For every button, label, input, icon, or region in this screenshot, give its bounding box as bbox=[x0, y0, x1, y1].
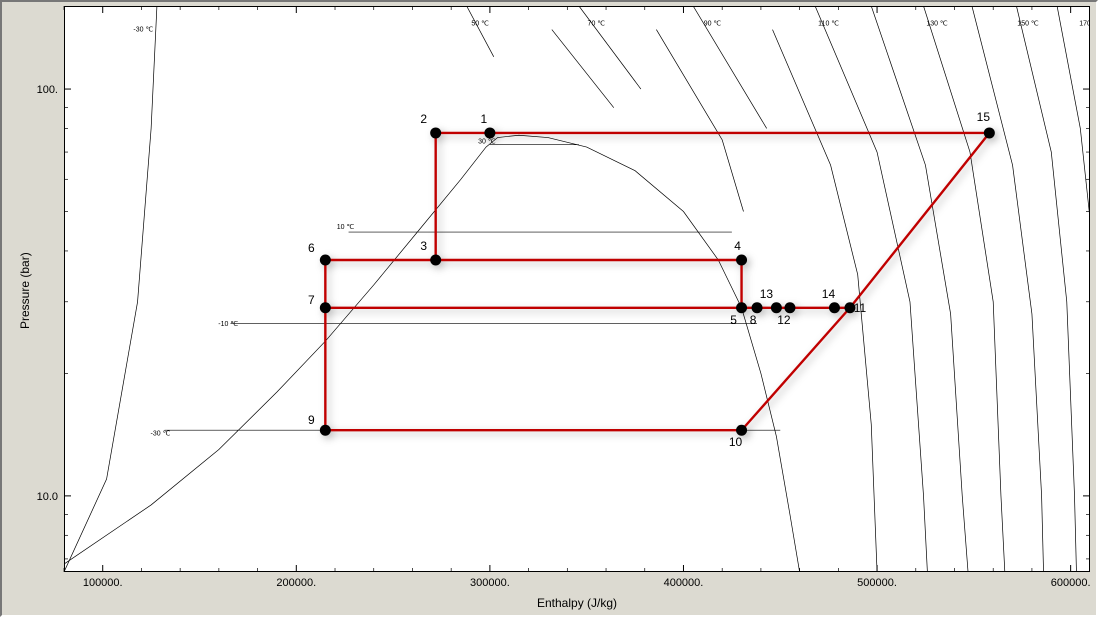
svg-text:70 ℃: 70 ℃ bbox=[588, 20, 606, 27]
svg-text:150 ℃: 150 ℃ bbox=[1017, 20, 1039, 27]
svg-text:4: 4 bbox=[734, 239, 741, 253]
svg-text:-10 ℃: -10 ℃ bbox=[218, 321, 238, 328]
svg-text:6: 6 bbox=[308, 241, 315, 255]
svg-text:5: 5 bbox=[730, 313, 737, 327]
chart-svg: 100000. 200000. 300000. 400000. 500000. 60000… bbox=[0, 0, 1098, 617]
svg-text:2: 2 bbox=[420, 112, 427, 126]
svg-text:-30 ℃: -30 ℃ bbox=[151, 430, 171, 437]
svg-text:14: 14 bbox=[822, 287, 836, 301]
svg-text:9: 9 bbox=[308, 413, 315, 427]
svg-text:100000.: 100000. bbox=[83, 577, 123, 589]
svg-text:12: 12 bbox=[777, 313, 791, 327]
svg-text:100.: 100. bbox=[37, 84, 58, 96]
svg-text:10 ℃: 10 ℃ bbox=[337, 224, 355, 231]
svg-text:200000.: 200000. bbox=[276, 577, 316, 589]
svg-text:10.0: 10.0 bbox=[37, 491, 58, 503]
svg-text:500000.: 500000. bbox=[857, 577, 897, 589]
svg-text:300000.: 300000. bbox=[470, 577, 510, 589]
svg-text:3: 3 bbox=[420, 239, 427, 253]
svg-text:30 ℃: 30 ℃ bbox=[478, 139, 496, 146]
svg-text:400000.: 400000. bbox=[664, 577, 704, 589]
svg-text:1: 1 bbox=[481, 112, 488, 126]
svg-text:130 ℃: 130 ℃ bbox=[926, 20, 948, 27]
svg-text:11: 11 bbox=[854, 301, 867, 315]
svg-text:600000.: 600000. bbox=[1051, 577, 1091, 589]
svg-text:10: 10 bbox=[729, 435, 743, 449]
svg-text:170 ℃: 170 ℃ bbox=[1079, 20, 1098, 27]
svg-text:13: 13 bbox=[760, 287, 774, 301]
svg-text:7: 7 bbox=[308, 293, 315, 307]
svg-text:15: 15 bbox=[977, 110, 991, 124]
svg-text:50 ℃: 50 ℃ bbox=[471, 20, 489, 27]
svg-text:90 ℃: 90 ℃ bbox=[704, 20, 722, 27]
svg-text:110 ℃: 110 ℃ bbox=[818, 20, 839, 27]
svg-text:-30 ℃: -30 ℃ bbox=[133, 26, 153, 33]
svg-text:8: 8 bbox=[750, 313, 757, 327]
